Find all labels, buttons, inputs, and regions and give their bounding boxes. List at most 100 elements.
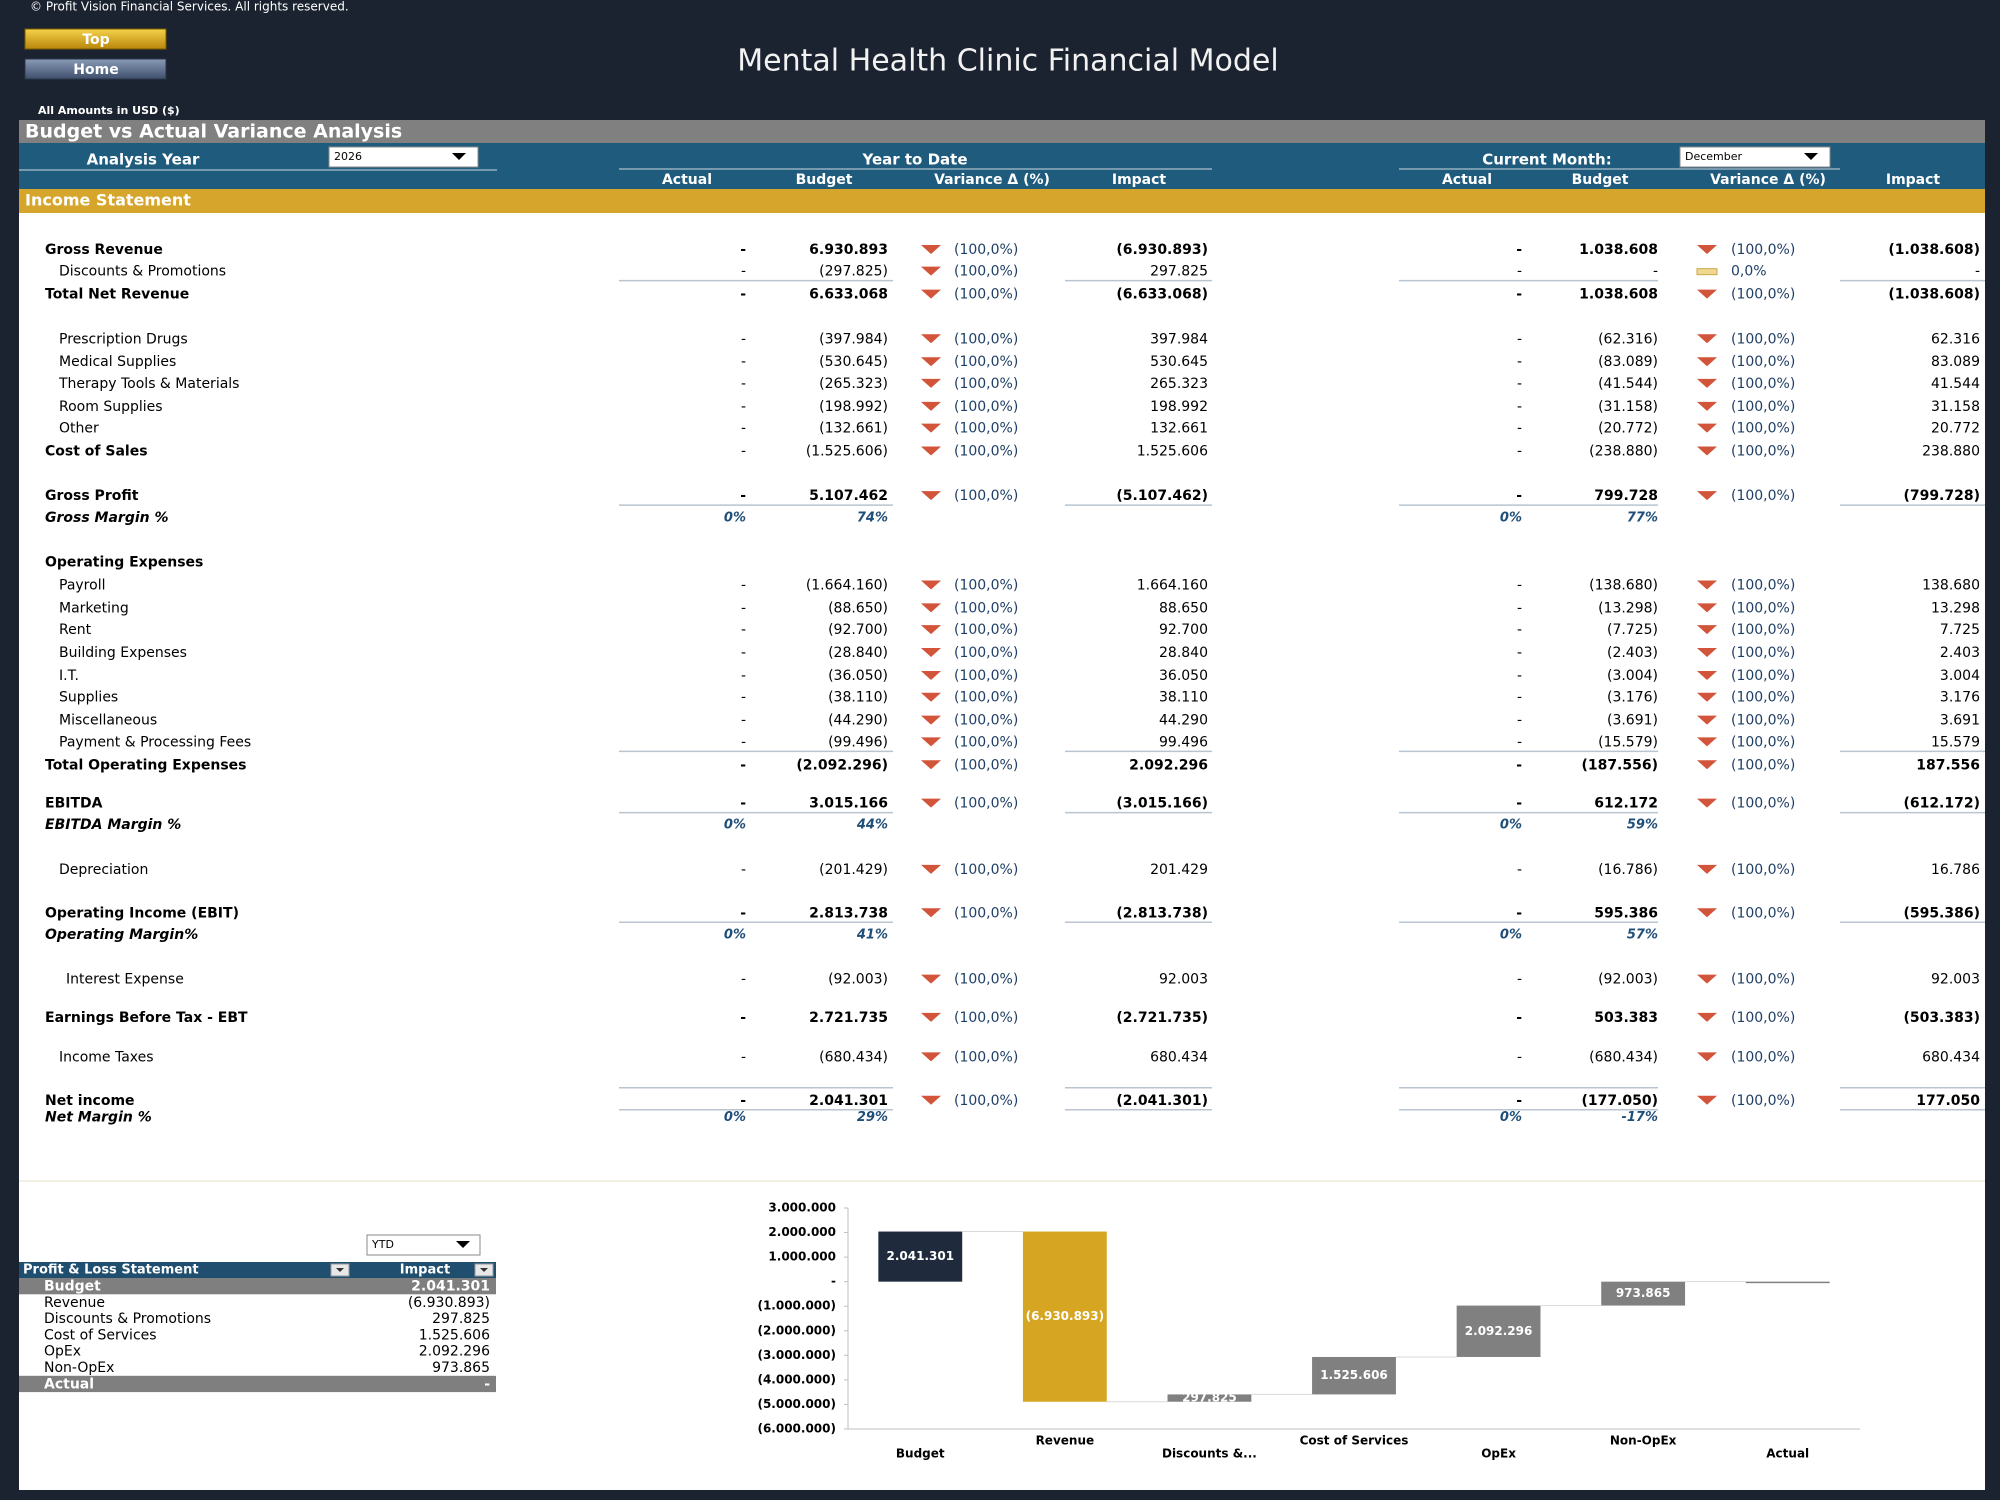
cell-value: - <box>741 690 746 706</box>
cell-value: 2.092.296 <box>1129 757 1208 773</box>
y-tick-label: 1.000.000 <box>768 1250 836 1264</box>
cell-value: 397.984 <box>1150 331 1208 347</box>
variance-value: (100,0%) <box>954 757 1018 773</box>
cell-value: - <box>741 622 746 638</box>
dropdown-arrow[interactable] <box>1804 153 1818 160</box>
cell-value: - <box>740 1093 746 1109</box>
cell-value: 88.650 <box>1159 600 1208 616</box>
variance-down-icon <box>921 625 941 635</box>
cell-value: 92.003 <box>1159 972 1208 988</box>
variance-value: (100,0%) <box>1731 734 1795 750</box>
cell-value: 530.645 <box>1150 354 1208 370</box>
variance-value: (100,0%) <box>954 331 1018 347</box>
variance-down-icon <box>921 401 941 411</box>
dropdown-arrow[interactable] <box>456 1241 470 1248</box>
cell-value: (6.633.068) <box>1116 287 1208 303</box>
cell-value: - <box>1517 376 1522 392</box>
dropdown-arrow[interactable] <box>452 153 466 160</box>
cell-value: - <box>741 376 746 392</box>
cell-value: - <box>1517 972 1522 988</box>
variance-value: (100,0%) <box>954 488 1018 504</box>
x-tick-label: Non-OpEx <box>1610 1434 1677 1448</box>
home-button-label[interactable]: Home <box>73 62 118 78</box>
variance-value: (100,0%) <box>954 444 1018 460</box>
cell-value: - <box>1517 862 1522 878</box>
cell-value: - <box>741 1049 746 1065</box>
variance-value: (100,0%) <box>1731 354 1795 370</box>
variance-down-icon <box>921 289 941 299</box>
variance-down-icon <box>1697 625 1717 635</box>
variance-value: (100,0%) <box>1731 331 1795 347</box>
cell-value: - <box>1517 421 1522 437</box>
row-label: Marketing <box>59 600 129 616</box>
pl-label: Actual <box>44 1376 94 1392</box>
variance-down-icon <box>1697 974 1717 984</box>
cell-value: - <box>1517 444 1522 460</box>
cell-value: 612.172 <box>1594 796 1658 812</box>
cell-value: (92.700) <box>828 622 888 638</box>
pl-label: Cost of Services <box>44 1327 157 1343</box>
section-bar <box>19 120 1985 143</box>
filter-arrow[interactable] <box>480 1268 488 1272</box>
row-label: Net income <box>45 1093 135 1109</box>
month-value[interactable]: December <box>1685 150 1743 163</box>
cell-value: (2.092.296) <box>796 757 888 773</box>
cell-value: - <box>741 713 746 729</box>
variance-value: (100,0%) <box>954 1093 1018 1109</box>
variance-down-icon <box>1697 692 1717 702</box>
row-label: Therapy Tools & Materials <box>58 376 239 392</box>
y-tick-label: 3.000.000 <box>768 1201 836 1215</box>
cell-value: (198.992) <box>819 399 888 415</box>
row-label: Operating Margin% <box>45 927 198 943</box>
cell-value: - <box>741 972 746 988</box>
cell-value: (83.089) <box>1598 354 1658 370</box>
column-header: Actual <box>662 172 712 188</box>
home-button[interactable] <box>24 58 167 80</box>
variance-down-icon <box>1697 289 1717 299</box>
cell-value: (187.556) <box>1581 757 1658 773</box>
margin-value: 44% <box>856 818 888 833</box>
row-label: Payment & Processing Fees <box>59 734 251 750</box>
period-value[interactable]: YTD <box>371 1238 394 1251</box>
variance-down-icon <box>921 737 941 747</box>
cell-value: 177.050 <box>1916 1093 1980 1109</box>
variance-value: (100,0%) <box>954 796 1018 812</box>
cell-value: - <box>1516 796 1522 812</box>
margin-value: 0% <box>1500 510 1522 525</box>
year-dropdown[interactable] <box>328 146 479 168</box>
cell-value: 198.992 <box>1150 399 1208 415</box>
pl-value: (6.930.893) <box>408 1295 490 1311</box>
cell-value: (92.003) <box>828 972 888 988</box>
cell-value: (20.772) <box>1598 421 1658 437</box>
cell-value: - <box>741 645 746 661</box>
cell-value: 16.786 <box>1931 862 1980 878</box>
year-value[interactable]: 2026 <box>334 150 362 163</box>
cell-value: (1.038.608) <box>1888 287 1980 303</box>
variance-down-icon <box>921 671 941 681</box>
cell-value: 1.664.160 <box>1137 577 1208 593</box>
cell-value: 1.038.608 <box>1579 242 1658 258</box>
top-button-label[interactable]: Top <box>82 32 109 48</box>
variance-down-icon <box>921 760 941 770</box>
cell-value: - <box>1975 264 1980 280</box>
variance-down-icon <box>921 334 941 344</box>
cell-value: (88.650) <box>828 600 888 616</box>
period-dropdown[interactable] <box>366 1234 481 1256</box>
cell-value: 62.316 <box>1931 331 1980 347</box>
copyright: © Profit Vision Financial Services. All … <box>30 0 349 14</box>
waterfall-bar <box>1745 1281 1830 1284</box>
row-label: Depreciation <box>59 862 148 878</box>
top-button[interactable] <box>24 28 167 50</box>
cell-value: (238.880) <box>1589 444 1658 460</box>
variance-value: (100,0%) <box>1731 645 1795 661</box>
pl-label: Discounts & Promotions <box>44 1311 211 1327</box>
margin-value: 59% <box>1627 818 1658 833</box>
cell-value: - <box>741 399 746 415</box>
cell-value: (5.107.462) <box>1116 488 1208 504</box>
month-dropdown[interactable] <box>1679 146 1831 168</box>
cell-value: 31.158 <box>1931 399 1980 415</box>
filter-arrow[interactable] <box>336 1268 344 1272</box>
variance-down-icon <box>1697 603 1717 613</box>
y-tick-label: 2.000.000 <box>768 1225 836 1239</box>
row-label: Discounts & Promotions <box>59 264 226 280</box>
